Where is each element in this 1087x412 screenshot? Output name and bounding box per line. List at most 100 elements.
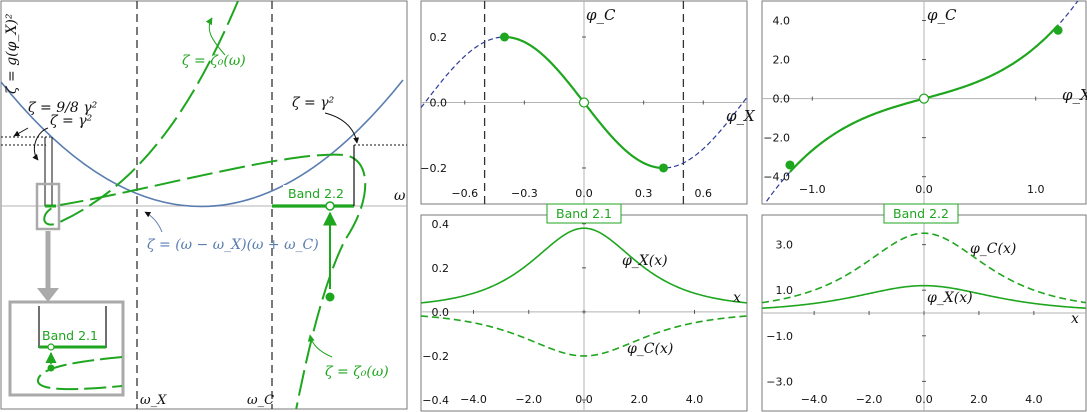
zeta0-bottom-annotation-arrow xyxy=(307,334,333,358)
omega-x-label: ω_X xyxy=(140,393,167,408)
profiles-21-phix-curve xyxy=(421,227,747,304)
x-tick-label: 1.0 xyxy=(1027,183,1045,196)
y-tick-label: 2.0 xyxy=(773,54,791,67)
profiles-22-plot-area xyxy=(762,215,1086,411)
left-panel-energy-diagram: Band 2.2 Band 2.1 xyxy=(0,0,408,410)
omega-label: ω xyxy=(394,188,406,204)
zeta0-top-annotation-arrow xyxy=(205,17,226,56)
y-tick-label: −2.0 xyxy=(763,132,790,145)
zoom-arrow-head xyxy=(37,288,59,302)
profiles-21-phic-curve xyxy=(421,315,747,357)
profiles-band-22-panel: −4.0 −2.0 0.0 2.0 4.0 3.0 1.0 −1.0 −3.0 x φ_C(x)… xyxy=(761,203,1087,412)
phase-22-origin-point xyxy=(918,93,930,104)
phase-21-origin-point xyxy=(578,97,590,108)
y-tick-label: −0.4 xyxy=(422,394,449,407)
phase-22-endpoint xyxy=(1053,25,1063,35)
label-parabola: ζ = (ω − ω_X)(ω + ω_C) xyxy=(147,237,319,253)
omega-c-label: ω_C xyxy=(247,393,274,408)
parabola-annotation-arrow xyxy=(144,211,163,233)
phase-21-ylabel: φ_C xyxy=(586,6,616,24)
y-tick-label: 0.2 xyxy=(432,262,450,275)
label-zeta0-bottom: ζ = ζ₀(ω) xyxy=(325,364,389,380)
y-tick-label: 0.2 xyxy=(430,31,448,44)
phase-portrait-band-22-panel: −1.0 0.0 1.0 4.0 2.0 0.0 −2.0 −4.0 φ_C φ_X xyxy=(761,0,1087,205)
x-tick-label: 2.0 xyxy=(970,393,988,406)
x-tick-label: 4.0 xyxy=(686,393,704,406)
x-tick-label: 0.3 xyxy=(635,187,653,200)
phase-22-ylabel: φ_C xyxy=(927,6,957,24)
y-tick-label: −1.0 xyxy=(766,330,793,343)
profiles-22-ticks: −4.0 −2.0 0.0 2.0 4.0 3.0 1.0 −1.0 −3.0 xyxy=(766,239,1042,406)
band-22-start-point xyxy=(325,292,335,302)
label-zeta0-top: ζ = ζ₀(ω) xyxy=(182,53,246,69)
band-21-label: Band 2.1 xyxy=(42,328,98,343)
phase-21-endpoint xyxy=(659,163,669,173)
phase-portrait-band-21-panel: −0.6 −0.3 0.0 0.3 0.6 0.2 0.0 −0.2 φ_C φ_X xyxy=(420,0,756,205)
phase-22-plot-area xyxy=(762,1,1086,204)
profiles-22-phix-curve xyxy=(762,284,1086,309)
y-tick-label: −0.2 xyxy=(420,162,447,175)
zoom-box-small xyxy=(35,182,61,231)
y-tick-label: 3.0 xyxy=(776,239,794,252)
zoom-inset: Band 2.1 xyxy=(8,300,125,397)
inset-zeta0-curve xyxy=(37,356,123,391)
phase-21-endpoint xyxy=(499,32,509,42)
x-tick-label: 0.0 xyxy=(575,187,593,200)
band-22-open-point xyxy=(325,201,335,211)
y-tick-label: 0.0 xyxy=(773,93,791,106)
x-tick-label: 0.0 xyxy=(915,393,933,406)
profiles-22-phic-curve xyxy=(762,232,1086,304)
gamma2-right-annotation-arrow xyxy=(324,112,360,144)
profiles-21-ticks: −4.0 −2.0 0.0 2.0 4.0 0.4 0.2 0.0 −0.2 −0.4 xyxy=(422,218,703,407)
profiles-22-series-phic-label: φ_C(x) xyxy=(970,241,1016,257)
profiles-21-series-phic-label: φ_C(x) xyxy=(627,341,673,357)
x-tick-label: −0.6 xyxy=(451,187,478,200)
x-tick-label: −2.0 xyxy=(515,393,542,406)
label-98gamma2: ζ = 9/8 γ² xyxy=(28,100,98,116)
profiles-band-21-panel: −4.0 −2.0 0.0 2.0 4.0 0.4 0.2 0.0 −0.2 −0.4 x φ_X… xyxy=(420,203,748,412)
y-tick-label: 0.0 xyxy=(432,306,450,319)
left-ylabel: ζ = g(φ_X)² xyxy=(4,13,20,94)
x-tick-label: 4.0 xyxy=(1025,393,1043,406)
band-22-bracket: Band 2.2 xyxy=(272,145,355,302)
y-tick-label: 0.0 xyxy=(430,97,448,110)
profiles-22-xlabel: x xyxy=(1071,311,1079,327)
gamma98-annotation-arrow xyxy=(13,127,29,137)
parabola-curve xyxy=(1,79,404,208)
zeta0-curve xyxy=(43,1,367,409)
phase-22-endpoint xyxy=(785,160,795,170)
phase-22-ticks: −1.0 0.0 1.0 4.0 2.0 0.0 −2.0 −4.0 xyxy=(763,15,1044,196)
profiles-21-plot-area xyxy=(421,215,747,411)
x-tick-label: 2.0 xyxy=(631,393,649,406)
profiles-22-title-box xyxy=(883,203,959,224)
y-tick-label: −4.0 xyxy=(763,171,790,184)
band-22-label: Band 2.2 xyxy=(288,186,344,201)
x-tick-label: −2.0 xyxy=(856,393,883,406)
x-tick-label: −1.0 xyxy=(799,183,826,196)
phase-22-xlabel: φ_X xyxy=(1062,86,1087,104)
profiles-22-series-phix-label: φ_X(x) xyxy=(927,290,973,306)
phase-21-ticks: −0.6 −0.3 0.0 0.3 0.6 0.2 0.0 −0.2 xyxy=(420,31,712,200)
y-tick-label: 0.4 xyxy=(432,218,450,231)
phase-21-plot-area xyxy=(421,1,747,204)
profiles-21-title: Band 2.1 xyxy=(556,206,612,221)
x-tick-label: 0.0 xyxy=(575,393,593,406)
x-tick-label: 0.6 xyxy=(695,187,713,200)
phase-21-xlabel: φ_X xyxy=(726,107,756,125)
label-gamma2-left: ζ = γ² xyxy=(50,113,93,129)
x-tick-label: −4.0 xyxy=(460,393,487,406)
profiles-21-series-phix-label: φ_X(x) xyxy=(622,253,668,269)
y-tick-label: 4.0 xyxy=(773,15,791,28)
profiles-21-xlabel: x xyxy=(733,290,741,306)
profiles-21-title-box xyxy=(546,203,622,224)
x-tick-label: −0.3 xyxy=(511,187,538,200)
band-21-small-bracket xyxy=(35,137,61,231)
y-tick-label: 1.0 xyxy=(776,284,794,297)
x-tick-label: −4.0 xyxy=(801,393,828,406)
inset-start-point xyxy=(47,364,55,372)
inset-open-point xyxy=(47,343,55,351)
profiles-22-title: Band 2.2 xyxy=(893,206,949,221)
label-gamma2-right: ζ = γ² xyxy=(292,95,335,111)
y-tick-label: −0.2 xyxy=(422,350,449,363)
